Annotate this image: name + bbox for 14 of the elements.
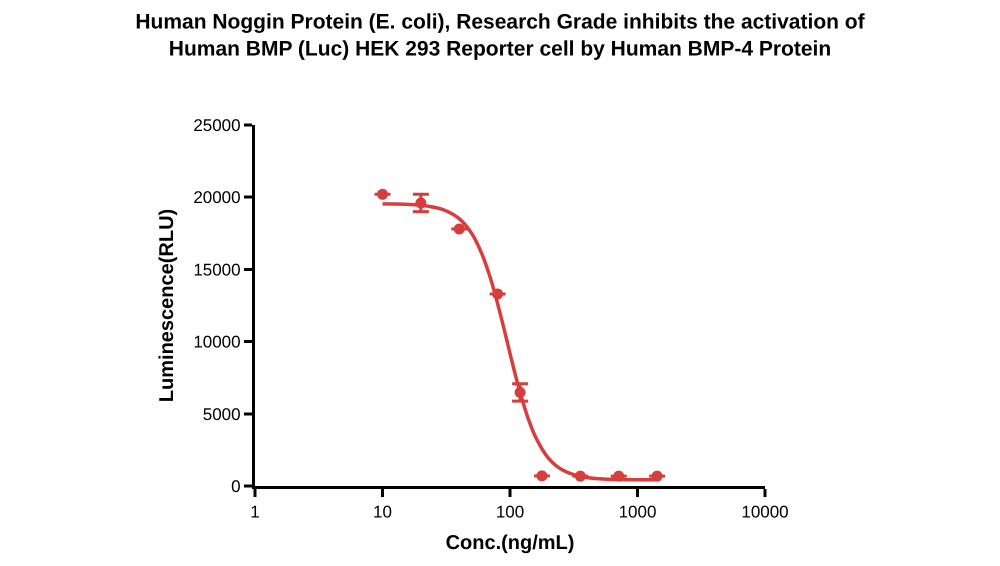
y-tick-label: 15000 <box>193 260 241 280</box>
y-tick-label: 10000 <box>193 332 241 352</box>
y-tick-label: 5000 <box>202 404 241 424</box>
x-tick-label: 100 <box>496 502 524 522</box>
chart-title: Human Noggin Protein (E. coli), Research Grade inhibits the activation of Human BMP (Luc) HEK 293 Reporter cell by Human BMP-4 Protein <box>135 10 866 61</box>
x-tick-label: 1 <box>250 502 260 522</box>
x-tick-label: 1000 <box>618 502 656 522</box>
x-axis-title: Conc.(ng/mL) <box>446 532 574 554</box>
y-tick-label: 25000 <box>193 116 241 135</box>
y-axis-title: Luminescence(RLU) <box>156 208 178 402</box>
y-tick-label: 0 <box>231 476 241 496</box>
y-tick-label: 20000 <box>193 188 241 208</box>
x-tick-label: 10000 <box>741 502 789 522</box>
x-tick-label: 10 <box>373 502 392 522</box>
